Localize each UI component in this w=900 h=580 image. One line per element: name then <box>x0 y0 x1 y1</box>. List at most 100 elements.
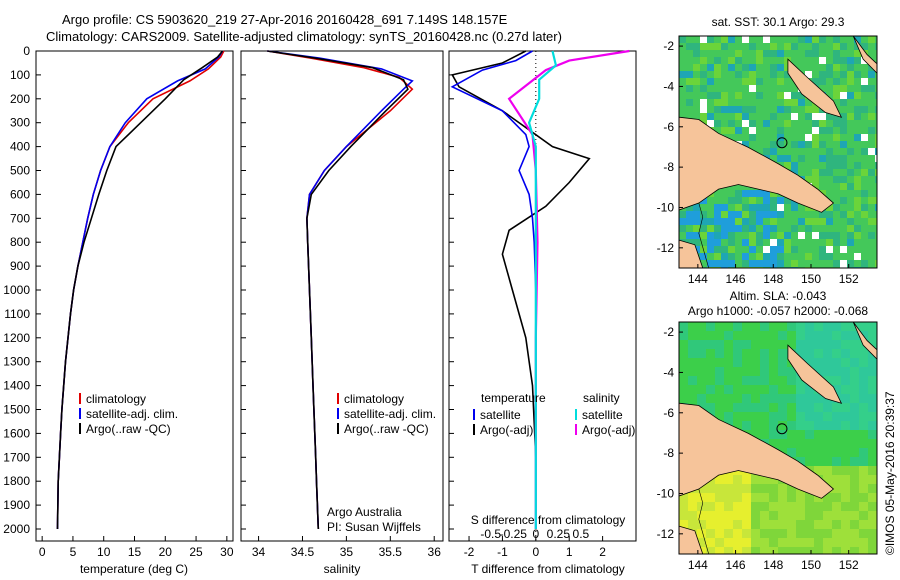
map-cell <box>714 197 721 204</box>
map-cell <box>770 211 777 218</box>
map-cell <box>850 529 859 538</box>
map-cell <box>751 502 760 511</box>
map-cell <box>791 85 798 92</box>
map-cell <box>805 421 814 430</box>
map-cell <box>686 85 693 92</box>
map-cell <box>724 358 733 367</box>
map-cell <box>861 155 868 162</box>
map-cell <box>763 204 770 211</box>
map-cell <box>721 50 728 57</box>
map-cell <box>686 211 693 218</box>
map-cell <box>787 385 796 394</box>
map-cell <box>868 385 877 394</box>
plot-frame <box>240 50 444 542</box>
sla-map-panel: 144 146 148 150 152 -2 -4 -6 -8 -10 -12 Altim. SLA:… <box>657 289 897 572</box>
map-cell <box>859 511 868 520</box>
map-cell <box>805 50 812 57</box>
map-cell <box>833 239 840 246</box>
map-cell <box>791 162 798 169</box>
map-cell <box>751 538 760 547</box>
map-cell <box>791 239 798 246</box>
map-cell <box>861 113 868 120</box>
map-cell <box>784 113 791 120</box>
map-cell <box>742 218 749 225</box>
map-cell <box>812 127 819 134</box>
map-cell <box>706 349 715 358</box>
map-cell <box>787 322 796 331</box>
map-cell <box>832 412 841 421</box>
map-cell <box>724 547 733 554</box>
map-cell <box>693 106 700 113</box>
map-cell <box>742 511 751 520</box>
map-cell <box>728 127 735 134</box>
map-cell <box>697 331 706 340</box>
map-cell <box>784 92 791 99</box>
map-cell <box>728 232 735 239</box>
map-cell <box>679 511 688 520</box>
map-cell <box>733 547 742 554</box>
map-cell <box>875 57 877 64</box>
map-cell <box>868 331 877 340</box>
map-cell <box>875 127 877 134</box>
map-cell <box>735 204 742 211</box>
map-cell <box>791 211 798 218</box>
map-cell <box>749 85 756 92</box>
map-cell <box>796 448 805 457</box>
map-cell <box>812 134 819 141</box>
map-cell <box>814 421 823 430</box>
depth-tick-label: 300 <box>10 116 30 130</box>
map-cell <box>798 113 805 120</box>
map-cell <box>861 43 868 50</box>
map-cell <box>859 394 868 403</box>
map-cell <box>841 511 850 520</box>
map-cell <box>777 204 784 211</box>
map-cell <box>742 403 751 412</box>
map-cell <box>796 511 805 520</box>
map-cell <box>751 430 760 439</box>
map-cell <box>784 155 791 162</box>
map-cell <box>733 412 742 421</box>
map-cell <box>742 71 749 78</box>
map-cell <box>749 211 756 218</box>
map-cell <box>819 183 826 190</box>
map-cell <box>777 232 784 239</box>
map-cell <box>833 225 840 232</box>
map-cell <box>847 260 854 267</box>
map-cell <box>778 421 787 430</box>
depth-tick-label: 200 <box>10 92 30 106</box>
map-cell <box>805 162 812 169</box>
map-cell <box>833 43 840 50</box>
map-cell <box>770 36 777 43</box>
map-cell <box>868 183 875 190</box>
map-cell <box>861 127 868 134</box>
map-cell <box>760 403 769 412</box>
map-cell <box>733 349 742 358</box>
map-cell <box>769 475 778 484</box>
map-cell <box>861 78 868 85</box>
map-cell <box>814 547 823 554</box>
map-cell <box>728 211 735 218</box>
depth-tick-label: 1200 <box>3 331 30 345</box>
map-cell <box>861 211 868 218</box>
map-cell <box>769 529 778 538</box>
map-cell <box>679 225 686 232</box>
map-cell <box>679 331 688 340</box>
map-cell <box>769 331 778 340</box>
map-cell <box>728 78 735 85</box>
map-cell <box>812 260 819 267</box>
map-cell <box>735 190 742 197</box>
lon-tick-label: 146 <box>726 272 746 286</box>
salinity-axis-label: salinity <box>324 562 361 576</box>
map-cell <box>832 475 841 484</box>
map-cell <box>859 430 868 439</box>
map-cell <box>707 71 714 78</box>
map-cell <box>700 197 707 204</box>
map-cell <box>868 134 875 141</box>
map-cell <box>833 57 840 64</box>
map-cell <box>756 92 763 99</box>
map-cell <box>733 502 742 511</box>
lat-tick-label: -10 <box>657 486 675 500</box>
map-cell <box>688 376 697 385</box>
map-cell <box>787 538 796 547</box>
map-cell <box>861 92 868 99</box>
